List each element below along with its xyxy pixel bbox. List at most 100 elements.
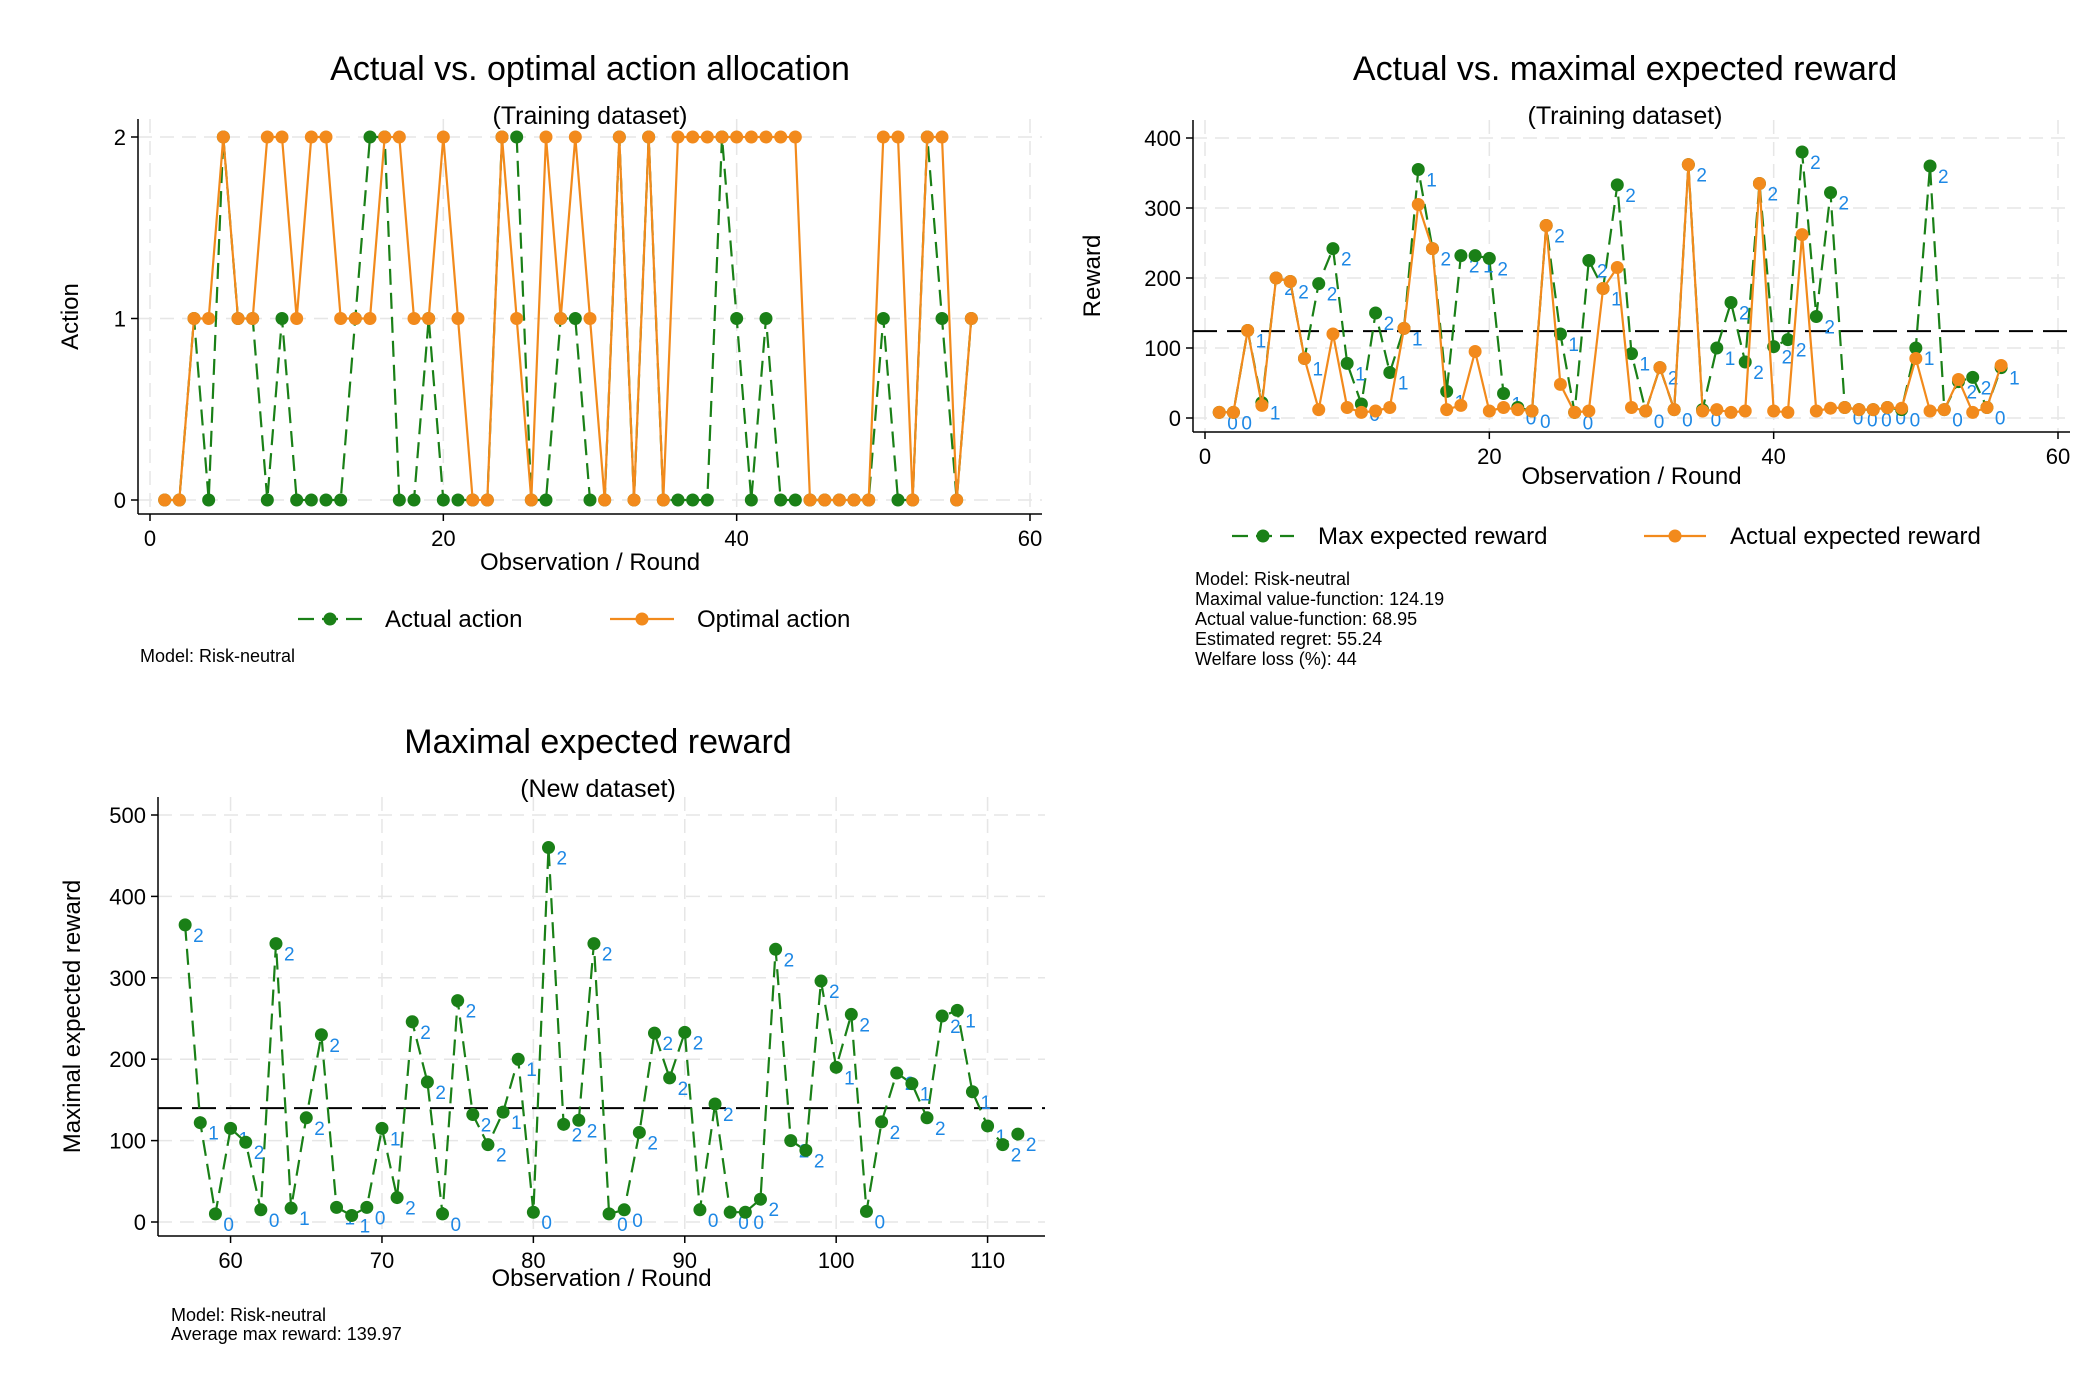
data-label: 2: [1824, 318, 1835, 339]
data-point: [1809, 404, 1823, 418]
data-point: [891, 130, 905, 144]
data-point: [862, 493, 876, 507]
data-point: [572, 1113, 586, 1127]
data-point: [1809, 310, 1823, 323]
data-label: 0: [1881, 411, 1892, 432]
data-point: [1411, 198, 1425, 211]
data-point: [602, 1207, 616, 1221]
data-point: [627, 493, 641, 507]
data-label: 1: [1256, 332, 1267, 353]
data-label: 0: [1711, 411, 1722, 432]
data-point: [1667, 403, 1681, 417]
data-point: [715, 130, 729, 144]
data-label: 2: [693, 1033, 704, 1054]
x-tick-label: 20: [431, 526, 455, 551]
data-point: [744, 130, 758, 144]
data-label: 1: [2009, 369, 2020, 390]
chart-title: Actual vs. optimal action allocation: [330, 50, 850, 88]
x-axis-label: Observation / Round: [491, 1265, 711, 1292]
data-point: [1610, 261, 1624, 274]
data-point: [1440, 384, 1454, 398]
data-label: 1: [844, 1068, 855, 1089]
data-point: [422, 312, 436, 325]
data-label: 1: [360, 1216, 371, 1237]
data-point: [330, 1200, 344, 1214]
data-point: [1852, 403, 1866, 417]
data-label: 2: [1384, 314, 1395, 335]
y-tick-label: 100: [1144, 336, 1181, 361]
data-label: 2: [1767, 185, 1778, 206]
data-label: 2: [254, 1143, 265, 1164]
series-line: [184, 847, 1019, 1217]
data-point: [920, 130, 934, 144]
data-point: [334, 312, 348, 325]
data-point: [876, 312, 890, 325]
data-point: [814, 974, 828, 988]
data-point: [996, 1138, 1010, 1152]
chart-note: Welfare loss (%): 44: [1195, 649, 1357, 669]
data-point: [1738, 404, 1752, 418]
data-point: [284, 1201, 298, 1215]
y-tick-label: 2: [114, 125, 126, 150]
x-tick-label: 90: [673, 1248, 697, 1273]
data-point: [981, 1119, 995, 1133]
data-point: [1824, 401, 1838, 415]
data-label: 1: [1426, 171, 1437, 192]
data-point: [744, 493, 758, 507]
data-point: [818, 493, 832, 507]
data-point: [788, 130, 802, 144]
x-tick-label: 0: [1199, 444, 1211, 469]
data-label: 2: [481, 1116, 492, 1137]
chart-note: Average max reward: 139.97: [171, 1324, 402, 1344]
data-point: [803, 493, 817, 507]
y-tick-label: 400: [1144, 126, 1181, 151]
data-point: [269, 937, 283, 951]
data-point: [193, 1116, 207, 1130]
data-point: [1440, 403, 1454, 417]
data-point: [847, 493, 861, 507]
x-axis-label: Observation / Round: [1521, 463, 1741, 490]
data-label: 2: [1981, 378, 1992, 399]
x-tick-label: 40: [724, 526, 748, 551]
data-label: 2: [1782, 348, 1793, 369]
data-point: [1781, 333, 1795, 347]
data-label: 2: [890, 1123, 901, 1144]
data-point: [1966, 405, 1980, 419]
data-point: [208, 1207, 222, 1221]
data-point: [730, 130, 744, 144]
data-point: [1354, 405, 1368, 419]
data-point: [1752, 177, 1766, 190]
legend-label: Optimal action: [697, 606, 850, 633]
data-point: [420, 1075, 434, 1089]
data-point: [1340, 401, 1354, 414]
data-point: [1241, 324, 1255, 337]
data-point: [1625, 347, 1638, 361]
data-point: [436, 1207, 450, 1221]
data-label: 2: [1341, 250, 1352, 271]
series-max-expected-reward: 0011221221021112121210021021210202012222…: [1212, 145, 2020, 434]
data-point: [774, 130, 788, 144]
data-point: [935, 130, 949, 144]
data-label: 0: [1952, 411, 1963, 432]
data-label: 1: [1412, 329, 1423, 350]
y-tick-label: 100: [109, 1129, 146, 1154]
data-point: [587, 937, 601, 951]
data-label: 2: [572, 1125, 583, 1146]
data-point: [1980, 401, 1994, 414]
data-point: [568, 312, 582, 325]
data-label: 1: [511, 1113, 522, 1134]
series-actual-expected-reward: [1212, 158, 2008, 419]
data-point: [1866, 403, 1880, 417]
data-point: [1909, 341, 1923, 355]
data-label: 0: [1995, 409, 2006, 430]
data-point: [1511, 403, 1525, 417]
data-label: 0: [1227, 413, 1238, 434]
data-label: 2: [814, 1151, 825, 1172]
data-point: [1767, 404, 1781, 418]
data-point: [1468, 345, 1482, 358]
data-label: 2: [329, 1036, 340, 1057]
data-point: [829, 1060, 843, 1074]
data-point: [642, 130, 656, 144]
data-label: 2: [314, 1119, 325, 1140]
data-point: [1880, 401, 1894, 414]
